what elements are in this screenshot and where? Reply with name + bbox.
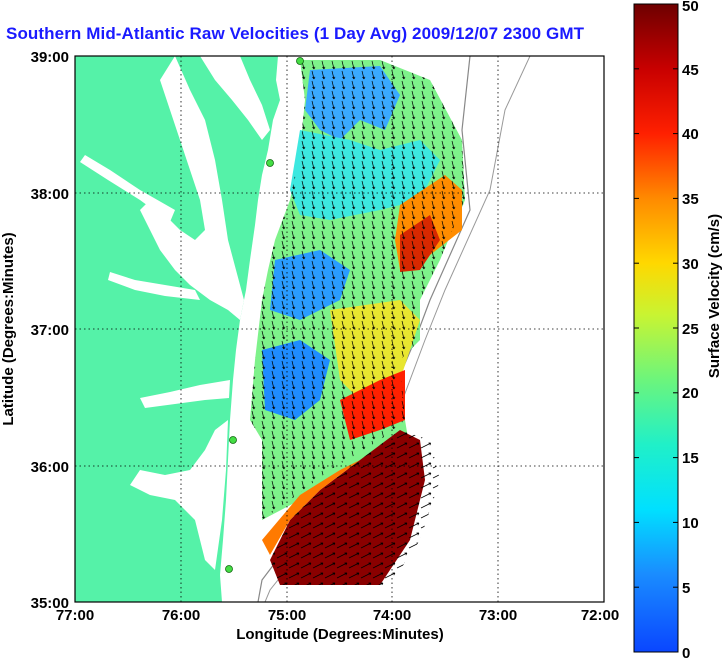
x-tick-label: 75:00 [268,607,306,624]
colorbar-tick-label: 35 [682,191,699,208]
y-tick-label: 38:00 [31,186,69,203]
colorbar-tick-label: 45 [682,62,699,79]
chesapeake-bay [140,56,244,320]
velocity-vectors [250,60,465,520]
x-tick-label: 72:00 [581,607,619,624]
radar-site-marker [225,565,233,573]
radar-site-marker [296,57,304,65]
james-river [108,272,200,300]
colorbar-tick-label: 50 [682,0,699,15]
colorbar-label: Surface Velocity (cm/s) [706,214,723,378]
x-tick-label: 74:00 [373,607,411,624]
y-tick-label: 37:00 [31,322,69,339]
y-tick-label: 36:00 [31,459,69,476]
colorbar-tick-label: 40 [682,126,699,143]
colorbar-tick-label: 15 [682,450,699,467]
x-tick-label: 76:00 [162,607,200,624]
potomac-river [80,155,175,222]
colorbar-tick-label: 25 [682,321,699,338]
radar-site-marker [229,436,237,444]
delaware-bay [200,56,270,140]
pamlico-sound [130,420,228,570]
land-mass [75,56,280,602]
albemarle-sound [140,380,230,408]
colorbar-tick-label: 30 [682,256,699,273]
velocity-region-orange-south [262,460,360,555]
colorbar [633,3,679,653]
radar-site-marker [266,159,274,167]
colorbar-tick-label: 0 [682,645,690,659]
velocity-vectors-southeast [270,430,440,585]
x-tick-label: 77:00 [56,607,94,624]
y-axis-label: Latitude (Degrees:Minutes) [0,232,17,425]
y-tick-label: 35:00 [31,595,69,612]
grid-lines [75,56,604,602]
colorbar-tick-label: 10 [682,515,699,532]
colorbar-tick-label: 20 [682,385,699,402]
x-tick-label: 73:00 [479,607,517,624]
x-axis-label: Longitude (Degrees:Minutes) [236,626,444,643]
map-title: Southern Mid-Atlantic Raw Velocities (1 … [6,24,585,43]
colorbar-tick-label: 5 [682,580,690,597]
colorbar-ticks [634,68,678,653]
plot-frame [74,55,605,603]
y-tick-label: 39:00 [31,49,69,66]
